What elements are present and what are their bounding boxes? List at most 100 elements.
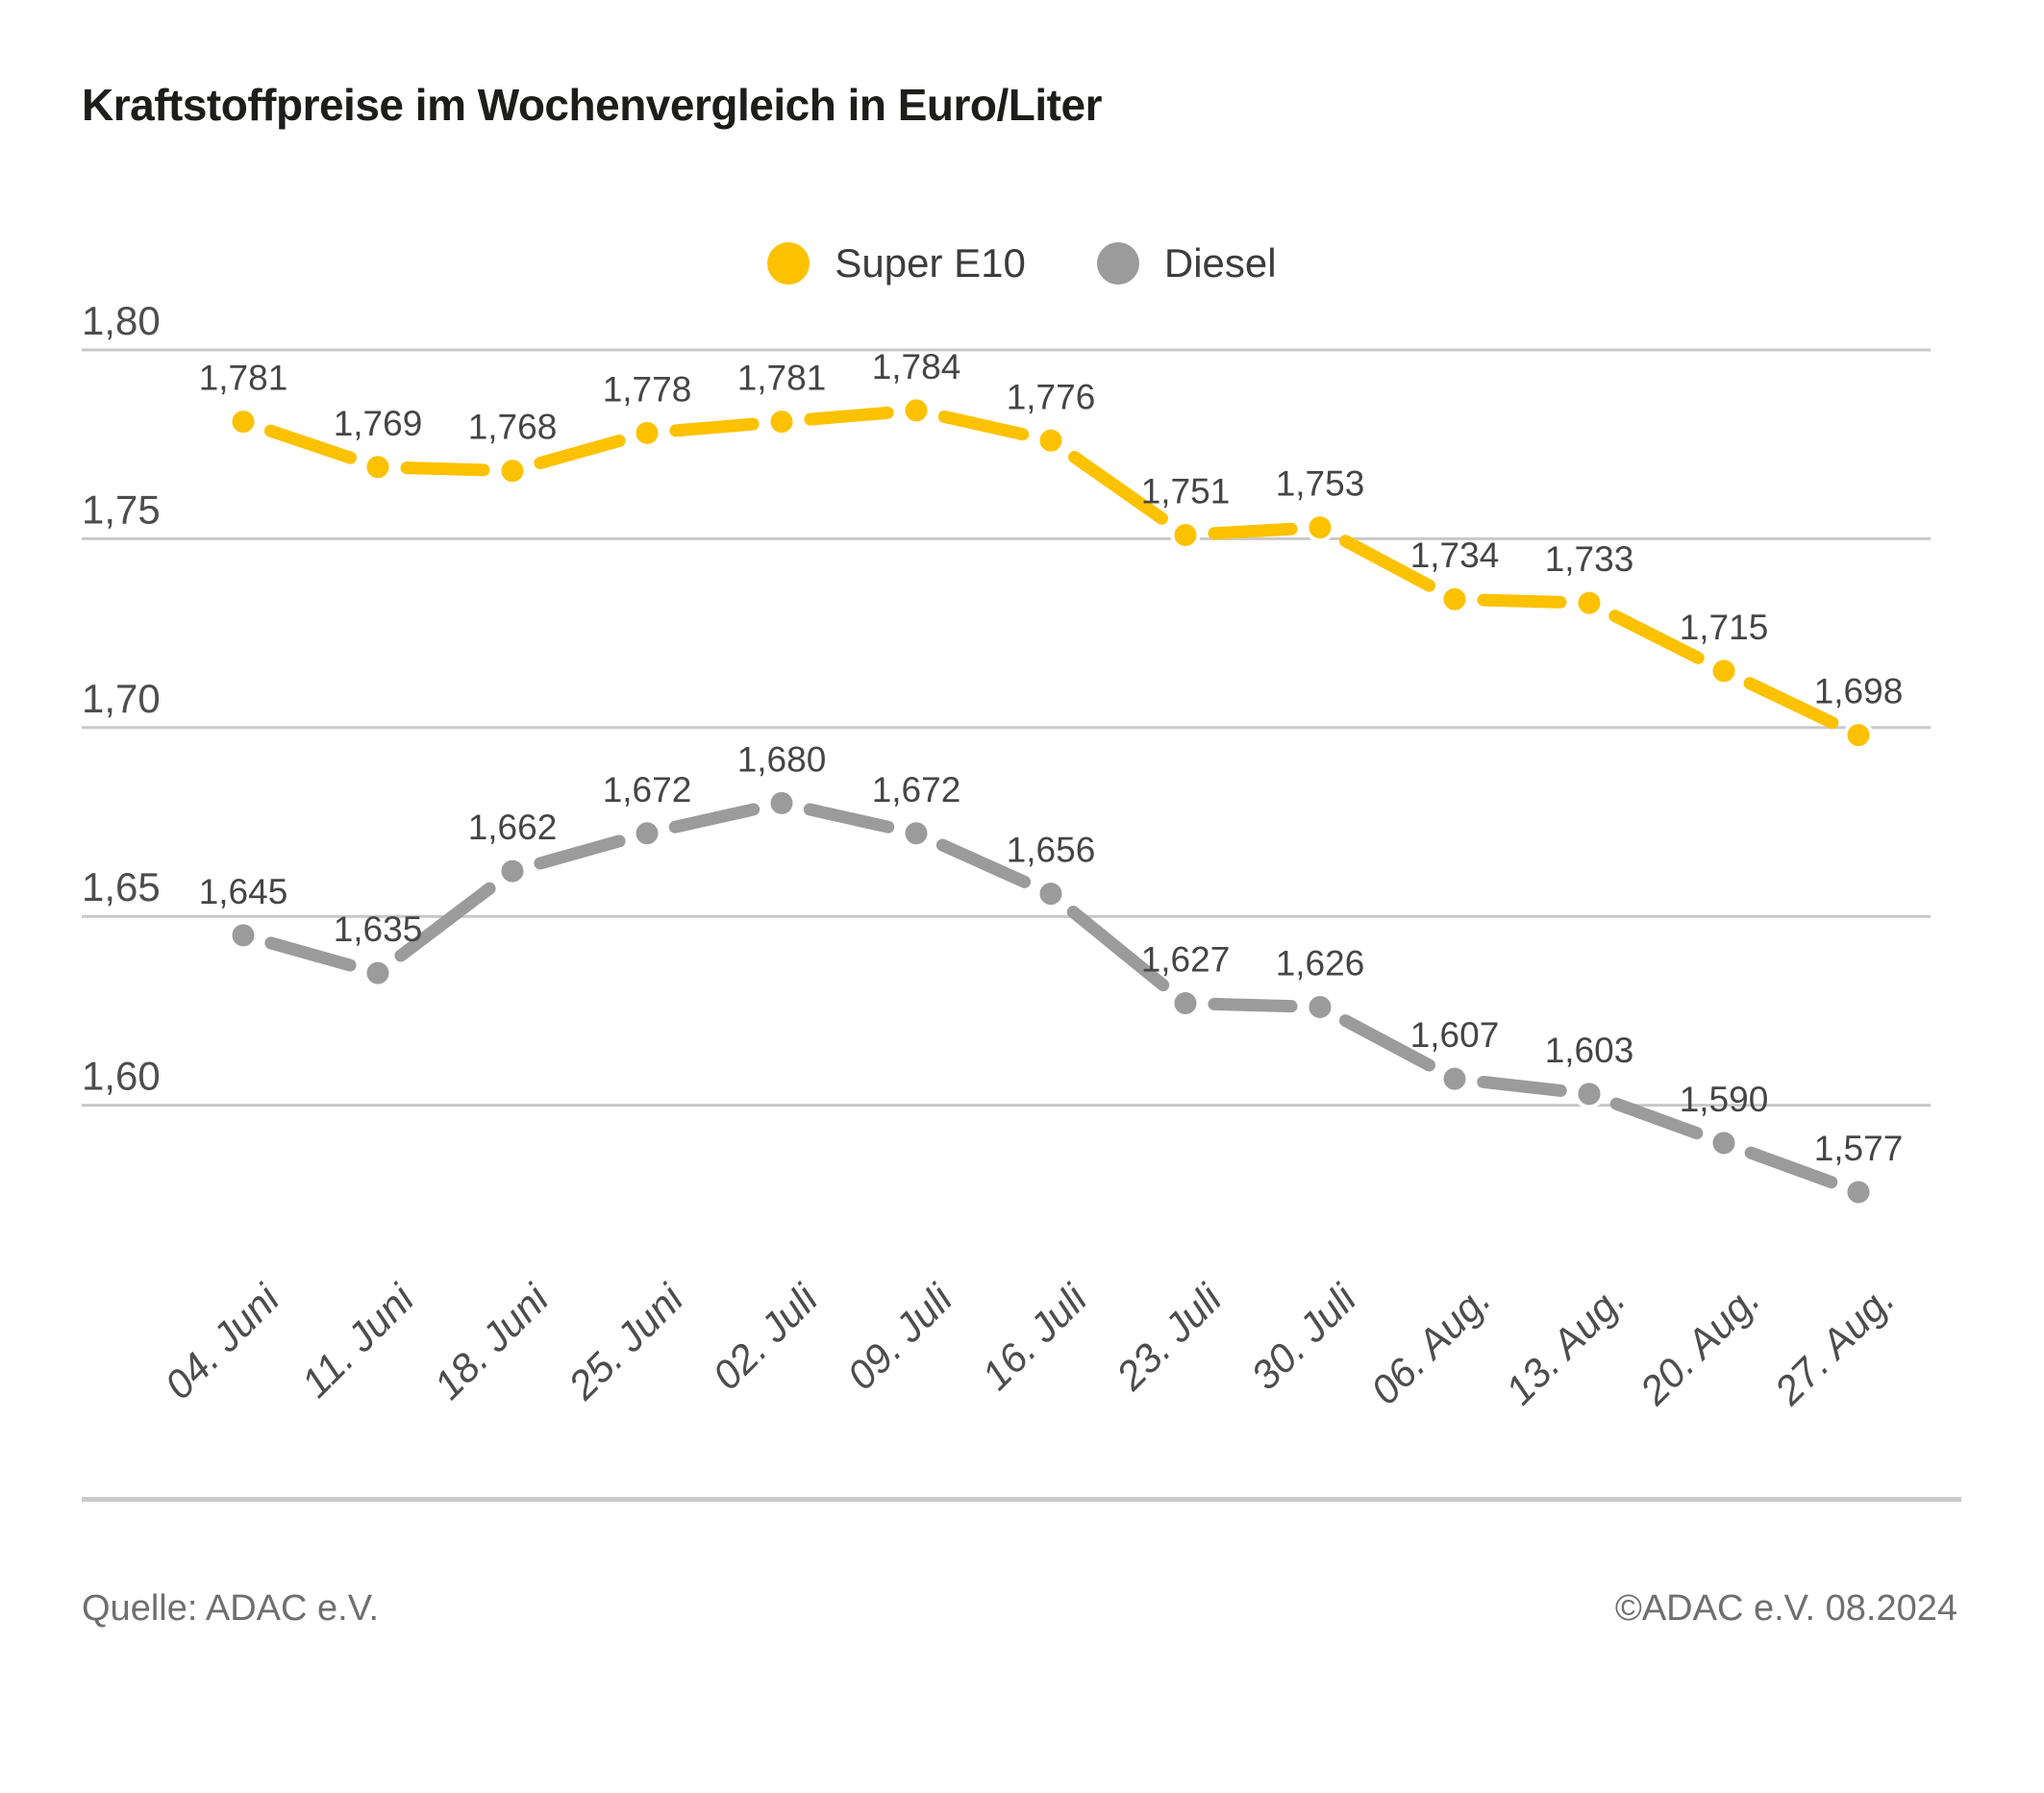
x-axis-labels: 04. Juni 11. Juni 18. Juni 25. Juni 02. Juli… <box>156 1275 1903 1414</box>
data-point-marker <box>766 407 797 437</box>
data-point-marker <box>1574 1079 1605 1109</box>
footer-divider <box>82 1497 1961 1502</box>
x-axis-tick-label: 27. Aug. <box>1765 1276 1903 1413</box>
data-point-label: 1,607 <box>1410 1015 1500 1055</box>
x-axis-tick-label: 09. Juli <box>838 1275 962 1399</box>
line-segment <box>1477 593 1567 609</box>
data-point-label: 1,715 <box>1680 608 1769 647</box>
line-segment <box>935 838 1032 888</box>
line-segment <box>1208 522 1298 540</box>
x-axis-tick-label: 06. Aug. <box>1362 1276 1500 1413</box>
data-point-label: 1,768 <box>468 408 558 447</box>
y-axis-tick-label: 1,70 <box>82 676 161 721</box>
line-segment <box>669 417 760 437</box>
line-segment <box>803 803 895 834</box>
x-axis-tick-label: 04. Juni <box>156 1275 288 1407</box>
x-axis-tick-label: 30. Juli <box>1242 1275 1366 1399</box>
legend-label-diesel: Diesel <box>1163 240 1277 286</box>
line-segment <box>804 406 894 426</box>
data-point-marker <box>497 456 528 486</box>
legend: Super E10 Diesel <box>0 240 2044 286</box>
y-axis-tick-label: 1,80 <box>82 298 161 343</box>
line-segment <box>400 461 490 477</box>
data-point-marker <box>632 818 662 849</box>
x-axis-tick-label: 13. Aug. <box>1497 1276 1634 1413</box>
series-super-e10: 1,781 1,769 1,768 1,778 1,781 1,784 1,776 1,751… <box>199 347 1904 751</box>
legend-item-super-e10: Super E10 <box>767 240 1026 286</box>
line-segment <box>1066 906 1170 992</box>
data-point-label: 1,672 <box>603 770 692 809</box>
line-chart: 1,80 1,75 1,70 1,65 1,60 04. Juni 11. Juni 18. … <box>82 298 1931 1414</box>
x-axis-tick-label: 20. Aug. <box>1631 1276 1768 1413</box>
legend-dot-diesel-icon <box>1096 242 1139 285</box>
line-segment <box>1743 677 1839 730</box>
data-point-marker <box>362 452 393 483</box>
data-point-marker <box>228 407 259 437</box>
data-point-marker <box>1170 988 1201 1019</box>
source-credit: Quelle: ADAC e.V. <box>82 1588 380 1629</box>
data-point-label: 1,645 <box>199 872 288 911</box>
line-segment <box>1068 450 1168 525</box>
y-axis-tick-label: 1,75 <box>82 486 161 532</box>
line-segment <box>264 936 357 972</box>
data-point-label: 1,590 <box>1680 1080 1769 1119</box>
data-point-label: 1,753 <box>1276 464 1365 504</box>
x-axis-tick-label: 11. Juni <box>292 1275 423 1406</box>
data-point-label: 1,734 <box>1410 535 1500 575</box>
line-segment <box>937 410 1030 441</box>
line-segment <box>534 834 626 870</box>
data-point-label: 1,635 <box>334 909 423 949</box>
data-point-label: 1,769 <box>334 404 423 443</box>
data-point-label: 1,672 <box>872 770 961 809</box>
x-axis-tick-label: 18. Juni <box>425 1275 558 1407</box>
y-axis-tick-label: 1,65 <box>82 864 161 909</box>
legend-label-super-e10: Super E10 <box>835 240 1026 286</box>
data-point-marker <box>362 958 393 988</box>
x-axis-tick-label: 25. Juni <box>559 1275 692 1408</box>
data-point-marker <box>1035 425 1066 456</box>
data-point-label: 1,627 <box>1141 940 1231 980</box>
data-point-marker <box>1305 991 1335 1022</box>
data-point-label: 1,662 <box>468 808 558 847</box>
copyright-notice: ©ADAC e.V. 08.2024 <box>1614 1588 1957 1629</box>
gridlines: 1,80 1,75 1,70 1,65 1,60 <box>82 298 1931 1108</box>
line-segment <box>1208 997 1298 1013</box>
data-point-label: 1,781 <box>199 359 288 398</box>
data-point-marker <box>1708 1128 1739 1158</box>
data-point-marker <box>766 787 797 818</box>
data-point-marker <box>1708 656 1739 686</box>
chart-title: Kraftstoffpreise im Wochenvergleich in E… <box>82 80 1102 130</box>
data-point-label: 1,698 <box>1814 672 1904 711</box>
data-point-marker <box>901 395 932 426</box>
data-point-label: 1,784 <box>872 347 961 386</box>
data-point-label: 1,680 <box>737 739 827 779</box>
legend-dot-super-e10-icon <box>767 242 810 285</box>
line-segment <box>1609 1097 1704 1140</box>
data-point-marker <box>901 818 932 849</box>
data-point-marker <box>1035 879 1066 909</box>
data-point-marker <box>497 856 528 886</box>
data-point-marker <box>1843 1177 1874 1208</box>
line-segment <box>1608 610 1705 664</box>
data-point-label: 1,751 <box>1141 471 1231 511</box>
line-segment <box>263 424 358 464</box>
line-segment <box>534 435 626 470</box>
data-point-label: 1,778 <box>603 369 692 409</box>
data-point-label: 1,603 <box>1545 1031 1634 1070</box>
data-point-label: 1,626 <box>1276 943 1365 983</box>
data-point-marker <box>1574 587 1605 618</box>
x-axis-tick-label: 23. Juli <box>1107 1275 1231 1399</box>
line-segment <box>1338 535 1436 592</box>
line-segment <box>394 882 496 962</box>
data-point-marker <box>1439 1063 1470 1094</box>
x-axis-tick-label: 02. Juli <box>704 1275 828 1399</box>
legend-item-diesel: Diesel <box>1096 240 1277 286</box>
data-point-marker <box>228 920 259 951</box>
data-point-marker <box>632 417 662 448</box>
data-point-marker <box>1439 584 1470 614</box>
line-segment <box>668 803 760 834</box>
line-segment <box>1338 1014 1436 1072</box>
data-point-marker <box>1843 720 1874 751</box>
line-segment <box>1477 1075 1567 1097</box>
